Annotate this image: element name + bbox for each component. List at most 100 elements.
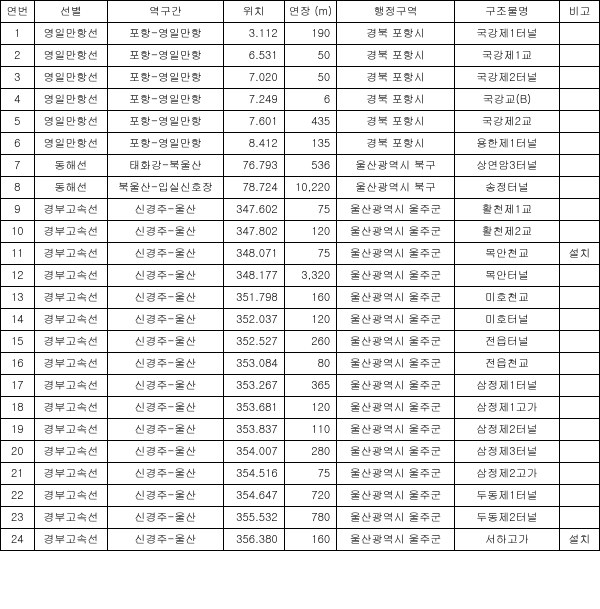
cell-note: [560, 331, 600, 353]
cell-line: 영일만항선: [34, 23, 108, 45]
table-body: 1영일만항선포항-영일만항3.112190경북 포항시국강제1터널2영일만항선포…: [1, 23, 600, 551]
table-row: 13경부고속선신경주-울산351.798160울산광역시 울주군미호천교: [1, 287, 600, 309]
cell-section: 신경주-울산: [108, 441, 224, 463]
cell-struct: 용한제1터널: [454, 133, 559, 155]
cell-position: 348.071: [223, 243, 284, 265]
col-struct: 구조물명: [454, 1, 559, 23]
cell-position: 355.532: [223, 507, 284, 529]
cell-section: 포항-영일만항: [108, 89, 224, 111]
cell-note: [560, 265, 600, 287]
col-length: 연장 (m): [284, 1, 337, 23]
cell-struct: 삼정제1고가: [454, 397, 559, 419]
cell-admin: 경북 포항시: [337, 133, 455, 155]
cell-section: 신경주-울산: [108, 507, 224, 529]
cell-position: 347.602: [223, 199, 284, 221]
cell-length: 135: [284, 133, 337, 155]
cell-struct: 전읍터널: [454, 331, 559, 353]
table-row: 2영일만항선포항-영일만항6.53150경북 포항시국강제1교: [1, 45, 600, 67]
cell-length: 160: [284, 287, 337, 309]
cell-struct: 미호터널: [454, 309, 559, 331]
cell-length: 435: [284, 111, 337, 133]
cell-position: 7.020: [223, 67, 284, 89]
cell-position: 6.531: [223, 45, 284, 67]
cell-number: 1: [1, 23, 35, 45]
cell-struct: 국강제2터널: [454, 67, 559, 89]
cell-length: 780: [284, 507, 337, 529]
cell-struct: 국강제1터널: [454, 23, 559, 45]
cell-number: 3: [1, 67, 35, 89]
table-row: 16경부고속선신경주-울산353.08480울산광역시 울주군전읍천교: [1, 353, 600, 375]
cell-section: 신경주-울산: [108, 287, 224, 309]
cell-line: 영일만항선: [34, 133, 108, 155]
cell-line: 영일만항선: [34, 111, 108, 133]
cell-number: 6: [1, 133, 35, 155]
cell-line: 영일만항선: [34, 45, 108, 67]
cell-number: 21: [1, 463, 35, 485]
cell-line: 경부고속선: [34, 287, 108, 309]
cell-note: [560, 375, 600, 397]
cell-position: 354.007: [223, 441, 284, 463]
cell-position: 347.802: [223, 221, 284, 243]
cell-number: 10: [1, 221, 35, 243]
cell-struct: 삼정제1터널: [454, 375, 559, 397]
cell-position: 354.647: [223, 485, 284, 507]
cell-length: 280: [284, 441, 337, 463]
cell-admin: 울산광역시 울주군: [337, 485, 455, 507]
cell-section: 신경주-울산: [108, 463, 224, 485]
cell-line: 경부고속선: [34, 221, 108, 243]
cell-struct: 상연암3터널: [454, 155, 559, 177]
cell-note: [560, 419, 600, 441]
cell-number: 24: [1, 529, 35, 551]
cell-length: 10,220: [284, 177, 337, 199]
cell-number: 14: [1, 309, 35, 331]
cell-number: 19: [1, 419, 35, 441]
cell-admin: 울산광역시 울주군: [337, 529, 455, 551]
cell-number: 13: [1, 287, 35, 309]
cell-admin: 울산광역시 울주군: [337, 331, 455, 353]
cell-line: 경부고속선: [34, 419, 108, 441]
table-row: 20경부고속선신경주-울산354.007280울산광역시 울주군삼정제3터널: [1, 441, 600, 463]
cell-position: 353.267: [223, 375, 284, 397]
cell-line: 경부고속선: [34, 309, 108, 331]
cell-number: 11: [1, 243, 35, 265]
structures-table: 연번 선별 역구간 위치 연장 (m) 행정구역 구조물명 비고 1영일만항선포…: [0, 0, 600, 551]
cell-number: 23: [1, 507, 35, 529]
cell-admin: 울산광역시 울주군: [337, 309, 455, 331]
cell-length: 120: [284, 397, 337, 419]
cell-admin: 경북 포항시: [337, 45, 455, 67]
cell-struct: 삼정제2터널: [454, 419, 559, 441]
cell-number: 12: [1, 265, 35, 287]
table-row: 5영일만항선포항-영일만항7.601435경북 포항시국강제2교: [1, 111, 600, 133]
cell-number: 2: [1, 45, 35, 67]
table-row: 11경부고속선신경주-울산348.07175울산광역시 울주군목안천교설치: [1, 243, 600, 265]
table-row: 6영일만항선포항-영일만항8.412135경북 포항시용한제1터널: [1, 133, 600, 155]
table-row: 8동해선북울산-입실신호장78.72410,220울산광역시 북구송정터널: [1, 177, 600, 199]
cell-position: 352.527: [223, 331, 284, 353]
table-row: 17경부고속선신경주-울산353.267365울산광역시 울주군삼정제1터널: [1, 375, 600, 397]
cell-struct: 전읍천교: [454, 353, 559, 375]
cell-length: 75: [284, 243, 337, 265]
table-row: 23경부고속선신경주-울산355.532780울산광역시 울주군두동제2터널: [1, 507, 600, 529]
cell-struct: 활천제1교: [454, 199, 559, 221]
cell-position: 353.084: [223, 353, 284, 375]
cell-note: [560, 199, 600, 221]
table-row: 10경부고속선신경주-울산347.802120울산광역시 울주군활천제2교: [1, 221, 600, 243]
cell-length: 260: [284, 331, 337, 353]
cell-admin: 울산광역시 울주군: [337, 397, 455, 419]
cell-position: 353.837: [223, 419, 284, 441]
cell-struct: 서하고가: [454, 529, 559, 551]
table-row: 18경부고속선신경주-울산353.681120울산광역시 울주군삼정제1고가: [1, 397, 600, 419]
cell-admin: 울산광역시 울주군: [337, 507, 455, 529]
cell-section: 신경주-울산: [108, 485, 224, 507]
cell-admin: 울산광역시 북구: [337, 155, 455, 177]
cell-section: 신경주-울산: [108, 375, 224, 397]
cell-line: 경부고속선: [34, 397, 108, 419]
cell-number: 7: [1, 155, 35, 177]
cell-admin: 울산광역시 울주군: [337, 441, 455, 463]
col-section: 역구간: [108, 1, 224, 23]
cell-line: 경부고속선: [34, 353, 108, 375]
cell-section: 포항-영일만항: [108, 67, 224, 89]
cell-note: [560, 463, 600, 485]
cell-section: 포항-영일만항: [108, 133, 224, 155]
cell-number: 18: [1, 397, 35, 419]
